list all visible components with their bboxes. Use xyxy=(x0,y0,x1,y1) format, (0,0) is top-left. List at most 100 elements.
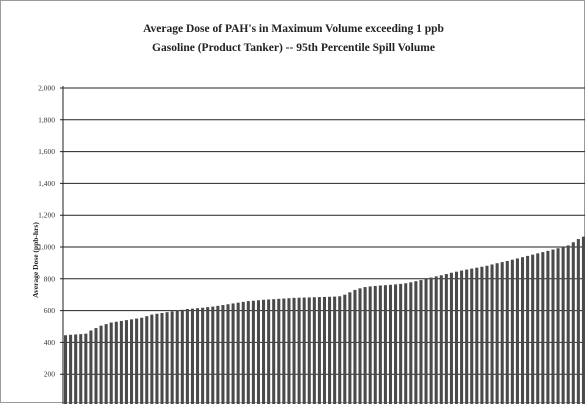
bar xyxy=(231,303,235,404)
bar xyxy=(495,263,499,404)
bar xyxy=(536,253,540,404)
y-tick-label: 200 xyxy=(44,370,56,379)
bar xyxy=(561,247,565,404)
bar xyxy=(546,250,550,404)
bar xyxy=(185,309,189,404)
bar xyxy=(241,301,245,404)
bar xyxy=(277,298,281,404)
bar xyxy=(449,272,453,404)
bar xyxy=(556,248,560,404)
bar xyxy=(566,245,570,404)
bar xyxy=(170,311,174,404)
bar xyxy=(526,255,530,404)
y-tick-label: 1,200 xyxy=(38,211,55,220)
bar xyxy=(510,259,514,404)
bar xyxy=(465,269,469,404)
bar xyxy=(267,299,271,404)
bar xyxy=(439,275,443,404)
bars xyxy=(64,236,585,404)
bar xyxy=(505,260,509,404)
bar xyxy=(89,330,93,404)
bar xyxy=(515,258,519,404)
bar xyxy=(130,319,134,404)
bar xyxy=(551,249,555,404)
bar xyxy=(388,284,393,404)
bar xyxy=(434,276,438,404)
bar xyxy=(460,270,464,404)
bar xyxy=(206,307,210,404)
bar xyxy=(394,284,398,404)
bar xyxy=(94,328,98,404)
bar xyxy=(297,297,301,404)
bar xyxy=(287,298,291,404)
bar xyxy=(165,312,169,404)
bar xyxy=(114,321,118,404)
bar xyxy=(409,282,413,404)
bar xyxy=(353,289,357,404)
bar xyxy=(531,254,535,404)
y-tick-label: 800 xyxy=(44,274,56,283)
bar xyxy=(104,324,108,404)
bar xyxy=(196,308,200,404)
y-tick-label: 1,600 xyxy=(38,147,55,156)
bar xyxy=(282,298,286,404)
bar xyxy=(368,286,372,404)
bar xyxy=(358,288,362,404)
bar xyxy=(79,334,83,404)
bar xyxy=(419,280,423,404)
bar xyxy=(140,317,144,404)
bar xyxy=(581,236,585,404)
bar xyxy=(404,283,408,404)
bar xyxy=(312,297,316,404)
y-tick-label: 1,800 xyxy=(38,115,55,124)
y-tick-label: 400 xyxy=(44,338,56,347)
bar xyxy=(99,325,103,404)
bar xyxy=(262,299,266,404)
bar xyxy=(500,262,504,404)
bar xyxy=(221,305,225,404)
bar xyxy=(383,285,387,404)
bar xyxy=(84,333,88,404)
bar xyxy=(190,308,194,404)
bar xyxy=(256,300,260,404)
bar xyxy=(414,281,418,404)
bar xyxy=(470,268,474,404)
y-axis-label: Average Dose (ppb-hrs) xyxy=(31,222,40,298)
bar xyxy=(201,307,205,404)
bar xyxy=(272,299,276,404)
bar xyxy=(69,334,73,404)
bar xyxy=(571,242,575,404)
bar xyxy=(155,313,159,404)
bar xyxy=(328,296,332,404)
y-tick-label: 1,000 xyxy=(38,243,55,252)
bar xyxy=(180,309,184,404)
bar xyxy=(363,287,367,404)
bar xyxy=(576,239,580,404)
bar xyxy=(333,296,337,404)
bar xyxy=(74,334,78,404)
chart-subtitle: Gasoline (Product Tanker) -- 95th Percen… xyxy=(152,42,435,54)
bar xyxy=(348,292,352,404)
bar xyxy=(124,320,128,404)
bar xyxy=(211,306,215,404)
bar xyxy=(175,310,179,404)
bar xyxy=(520,257,525,404)
y-tick-label: 2,000 xyxy=(38,84,55,93)
bar xyxy=(475,267,479,404)
bar xyxy=(216,305,220,404)
bar xyxy=(454,271,459,404)
y-tick-label: 600 xyxy=(44,306,56,315)
bar xyxy=(302,297,306,404)
bar xyxy=(485,265,489,404)
bar xyxy=(236,302,240,404)
bar xyxy=(541,252,545,404)
bar xyxy=(424,278,428,404)
bar xyxy=(64,335,68,404)
bar xyxy=(343,294,347,404)
bar xyxy=(378,285,382,404)
bar xyxy=(251,300,255,404)
y-tick-labels: 200 400 600 800 1,000 1,200 1,400 1,600 1,800 2,0… xyxy=(38,84,55,379)
bar xyxy=(119,320,123,404)
